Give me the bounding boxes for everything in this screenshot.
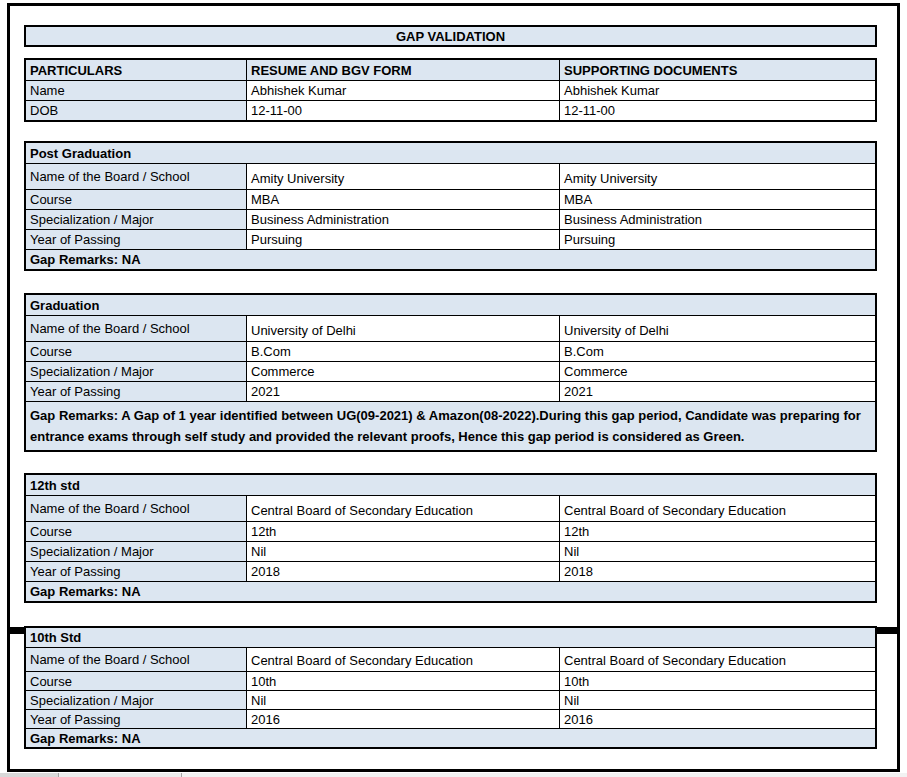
cell-resume-value: Business Administration (246, 210, 559, 229)
section-heading: Graduation (26, 295, 875, 315)
cell-supporting-value: Business Administration (559, 210, 875, 229)
cell-resume-value: Nil (246, 691, 559, 709)
gap-remarks: Gap Remarks: NA (26, 249, 875, 269)
gap-remarks: Gap Remarks: A Gap of 1 year identified … (26, 401, 875, 450)
column-header-resume: RESUME AND BGV FORM (246, 60, 559, 80)
cell-resume-value: University of Delhi (246, 316, 559, 341)
cell-resume-value: 2018 (246, 562, 559, 581)
cell-supporting-value: Pursuing (559, 230, 875, 249)
table-row: Course 12th 12th (26, 521, 875, 541)
section-post-graduation: Post Graduation Name of the Board / Scho… (24, 141, 877, 271)
cell-label: Name of the Board / School (26, 648, 246, 671)
document-title-bar: GAP VALIDATION (24, 25, 877, 47)
cell-supporting-value: Amity University (559, 164, 875, 189)
cell-label: Specialization / Major (26, 691, 246, 709)
cell-label: Specialization / Major (26, 362, 246, 381)
cell-resume-value: Abhishek Kumar (246, 81, 559, 100)
cell-resume-value: Central Board of Secondary Education (246, 648, 559, 671)
cell-label: Name of the Board / School (26, 496, 246, 521)
cell-supporting-value: University of Delhi (559, 316, 875, 341)
cell-resume-value: MBA (246, 190, 559, 209)
cell-resume-value: Nil (246, 542, 559, 561)
cell-label: Year of Passing (26, 382, 246, 401)
table-row: Specialization / Major Nil Nil (26, 690, 875, 709)
gap-validation-document: GAP VALIDATION PARTICULARS RESUME AND BG… (0, 0, 907, 777)
cell-supporting-value: Nil (559, 542, 875, 561)
cell-label: Name of the Board / School (26, 164, 246, 189)
cell-label: Specialization / Major (26, 210, 246, 229)
cell-resume-value: 12th (246, 522, 559, 541)
cell-label: Course (26, 672, 246, 690)
cell-label: Course (26, 342, 246, 361)
cell-supporting-value: MBA (559, 190, 875, 209)
table-row: Year of Passing Pursuing Pursuing (26, 229, 875, 249)
section-heading: 12th std (26, 475, 875, 495)
cell-resume-value: 12-11-00 (246, 101, 559, 120)
cell-resume-value: 2021 (246, 382, 559, 401)
bottom-edge-divider (58, 773, 59, 777)
cell-supporting-value: Commerce (559, 362, 875, 381)
section-heading: Post Graduation (26, 143, 875, 163)
section-graduation: Graduation Name of the Board / School Un… (24, 293, 877, 452)
bottom-edge-divider (181, 773, 182, 777)
table-row: Course B.Com B.Com (26, 341, 875, 361)
cell-supporting-value: 2016 (559, 710, 875, 728)
document-content: GAP VALIDATION PARTICULARS RESUME AND BG… (24, 3, 877, 749)
section-10th-std: 10th Std Name of the Board / School Cent… (24, 626, 877, 749)
cell-label: Course (26, 522, 246, 541)
table-row: Year of Passing 2018 2018 (26, 561, 875, 581)
cell-label: Year of Passing (26, 562, 246, 581)
table-row: Course MBA MBA (26, 189, 875, 209)
cell-label: Name (26, 81, 246, 100)
cell-supporting-value: 12-11-00 (559, 101, 875, 120)
column-header-supporting: SUPPORTING DOCUMENTS (559, 60, 875, 80)
cell-supporting-value: 12th (559, 522, 875, 541)
cell-supporting-value: Central Board of Secondary Education (559, 496, 875, 521)
cell-label: DOB (26, 101, 246, 120)
section-12th-std: 12th std Name of the Board / School Cent… (24, 473, 877, 603)
cell-supporting-value: Nil (559, 691, 875, 709)
cell-supporting-value: Central Board of Secondary Education (559, 648, 875, 671)
table-row: Specialization / Major Business Administ… (26, 209, 875, 229)
cell-supporting-value: 2021 (559, 382, 875, 401)
cell-resume-value: Commerce (246, 362, 559, 381)
cell-resume-value: Amity University (246, 164, 559, 189)
table-row: Specialization / Major Commerce Commerce (26, 361, 875, 381)
window-bottom-edge (0, 773, 907, 777)
table-row: Name of the Board / School Central Board… (26, 647, 875, 671)
cell-resume-value: Central Board of Secondary Education (246, 496, 559, 521)
cell-supporting-value: 10th (559, 672, 875, 690)
cell-label: Course (26, 190, 246, 209)
cell-resume-value: 10th (246, 672, 559, 690)
cell-label: Year of Passing (26, 230, 246, 249)
cell-resume-value: 2016 (246, 710, 559, 728)
table-header-row: PARTICULARS RESUME AND BGV FORM SUPPORTI… (26, 60, 875, 80)
cell-label: Year of Passing (26, 710, 246, 728)
gap-remarks: Gap Remarks: NA (26, 728, 875, 747)
cell-resume-value: Pursuing (246, 230, 559, 249)
cell-supporting-value: 2018 (559, 562, 875, 581)
cell-supporting-value: B.Com (559, 342, 875, 361)
table-row: Year of Passing 2021 2021 (26, 381, 875, 401)
table-row: Course 10th 10th (26, 671, 875, 690)
section-heading: 10th Std (26, 628, 875, 647)
table-row: Name Abhishek Kumar Abhishek Kumar (26, 80, 875, 100)
gap-remarks: Gap Remarks: NA (26, 581, 875, 601)
table-row: Specialization / Major Nil Nil (26, 541, 875, 561)
bottom-edge-segment (0, 773, 58, 777)
table-row: Year of Passing 2016 2016 (26, 709, 875, 728)
cell-label: Specialization / Major (26, 542, 246, 561)
cell-label: Name of the Board / School (26, 316, 246, 341)
cell-supporting-value: Abhishek Kumar (559, 81, 875, 100)
table-row: Name of the Board / School Amity Univers… (26, 163, 875, 189)
bottom-edge-segment (59, 773, 181, 777)
page-title: GAP VALIDATION (396, 29, 505, 44)
column-header-particulars: PARTICULARS (26, 60, 246, 80)
cell-resume-value: B.Com (246, 342, 559, 361)
table-row: Name of the Board / School University of… (26, 315, 875, 341)
table-row: Name of the Board / School Central Board… (26, 495, 875, 521)
particulars-table: PARTICULARS RESUME AND BGV FORM SUPPORTI… (24, 58, 877, 122)
table-row: DOB 12-11-00 12-11-00 (26, 100, 875, 120)
